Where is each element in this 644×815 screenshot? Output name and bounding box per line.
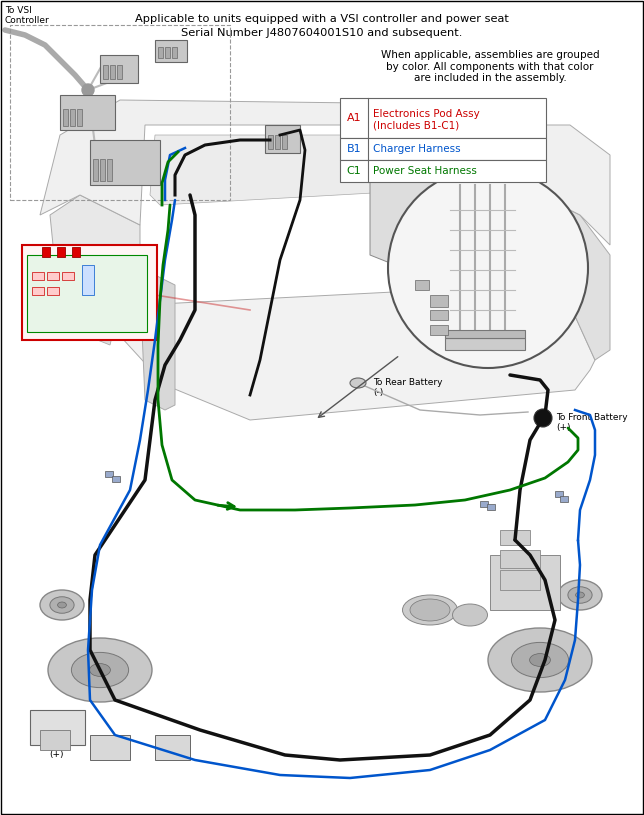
Bar [42,247,50,257]
Bar [487,504,495,510]
Polygon shape [60,260,115,345]
Bar [63,109,68,126]
Bar [275,135,280,149]
Bar [165,47,170,58]
Bar [60,95,115,130]
Bar [105,471,113,477]
Bar [445,338,525,350]
Bar [47,272,59,280]
Text: Applicable to units equipped with a VSI controller and power seat: Applicable to units equipped with a VSI … [135,14,509,24]
Ellipse shape [350,378,366,388]
Bar [155,40,187,62]
Ellipse shape [50,597,74,613]
Ellipse shape [488,628,592,692]
Ellipse shape [453,604,488,626]
Bar [77,109,82,126]
Ellipse shape [48,638,152,702]
Ellipse shape [402,595,457,625]
Ellipse shape [529,654,551,667]
Bar [480,501,488,507]
Circle shape [388,168,588,368]
Ellipse shape [71,652,129,688]
Bar [445,330,525,338]
Polygon shape [140,275,175,410]
Text: To Front Battery
(+): To Front Battery (+) [556,413,628,433]
Text: (+): (+) [50,750,64,759]
Ellipse shape [576,592,584,598]
Bar [22,245,157,340]
Bar [158,47,163,58]
Bar [282,135,287,149]
Bar [172,47,177,58]
Bar [57,247,65,257]
Text: To VSI
Controller: To VSI Controller [5,6,50,25]
Text: Power Seat Harness: Power Seat Harness [373,166,477,176]
Bar [100,55,138,83]
Bar [90,140,160,185]
Polygon shape [50,195,140,335]
Bar [490,555,560,610]
Bar [117,65,122,79]
Ellipse shape [90,663,110,676]
Bar [500,550,540,568]
Bar [415,280,429,290]
Bar [340,138,546,160]
Bar [82,265,94,295]
Bar [110,65,115,79]
Ellipse shape [410,599,450,621]
Text: When applicable, assemblies are grouped
by color. All components with that color: When applicable, assemblies are grouped … [381,50,600,83]
Ellipse shape [57,602,66,608]
Bar [90,735,130,760]
Text: Charger Harness: Charger Harness [373,144,460,154]
Text: A1: A1 [346,113,361,123]
Polygon shape [110,285,595,420]
Bar [103,65,108,79]
Bar [27,255,147,332]
Bar [32,287,44,295]
Text: B1: B1 [346,144,361,154]
Polygon shape [150,135,530,205]
Circle shape [82,84,94,96]
Text: To Rear Battery
(-): To Rear Battery (-) [373,378,442,398]
Text: C1: C1 [346,166,361,176]
Bar [155,735,190,760]
Bar [430,295,448,307]
Bar [112,476,120,482]
Bar [430,310,448,320]
Bar [70,109,75,126]
Polygon shape [40,100,610,245]
Bar [107,159,112,181]
Text: (-): (-) [52,735,62,744]
Bar [62,272,74,280]
Ellipse shape [558,580,602,610]
Polygon shape [520,195,610,360]
Bar [93,159,98,181]
Bar [10,25,230,200]
Bar [560,496,568,502]
Bar [32,272,44,280]
Bar [555,491,563,497]
Circle shape [534,409,552,427]
Ellipse shape [568,587,592,603]
Bar [40,730,70,750]
Polygon shape [370,155,510,275]
Text: Serial Number J4807604001S10 and subsequent.: Serial Number J4807604001S10 and subsequ… [182,28,462,38]
Bar [500,530,530,545]
Bar [430,325,448,335]
Text: Electronics Pod Assy
(Includes B1-C1): Electronics Pod Assy (Includes B1-C1) [373,109,480,130]
Ellipse shape [40,590,84,620]
Bar [47,287,59,295]
Bar [340,98,546,138]
Ellipse shape [511,642,569,677]
Bar [268,135,273,149]
Bar [265,125,300,153]
Bar [500,570,540,590]
Bar [340,160,546,182]
Bar [100,159,105,181]
Bar [72,247,80,257]
Bar [30,710,85,745]
